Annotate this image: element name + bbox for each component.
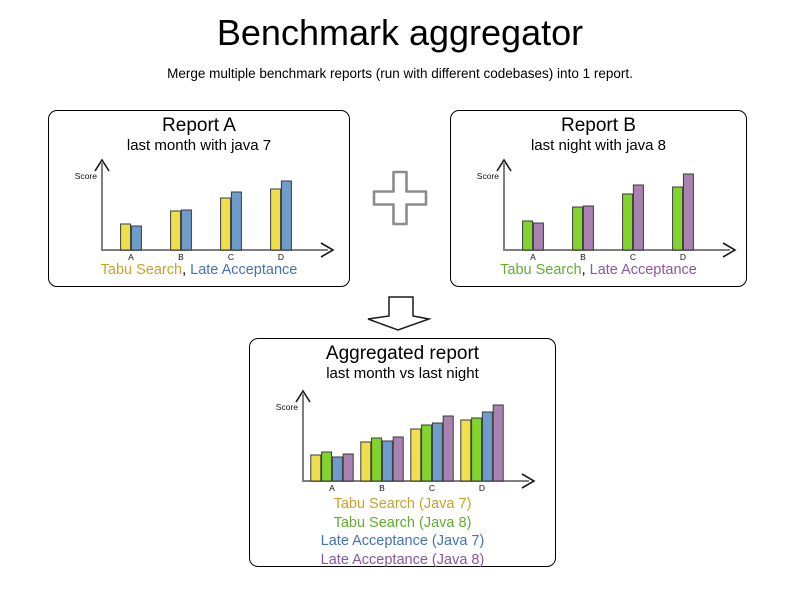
bar-D-series2: [471, 417, 483, 482]
bar-B-series2: [371, 437, 383, 482]
bar-D-series4: [492, 404, 504, 482]
bar-A-series1: [310, 454, 322, 482]
report-a-legend: Tabu Search, Late Acceptance: [49, 262, 349, 278]
report-a-subtitle: last month with java 7: [126, 137, 272, 154]
category-label: D: [680, 252, 686, 262]
legend-entry: Tabu Search: [100, 262, 183, 278]
report-a-chart: Score A B C D: [75, 158, 335, 262]
bar-C-series2: [632, 184, 644, 251]
legend-entry: Late Acceptance (Java 8): [320, 551, 485, 568]
report-a-panel: Report A last month with java 7 Score A B C…: [48, 110, 350, 287]
aggregated-title: Aggregated report: [325, 343, 480, 364]
bar-D-series2: [280, 180, 292, 251]
legend-separator: ,: [581, 262, 590, 278]
bar-A-series1: [522, 220, 534, 251]
bar-D-series1: [460, 419, 472, 482]
report-b-title: Report B: [561, 115, 636, 136]
category-label: B: [580, 252, 586, 262]
aggregated-chart: Score A B C D: [276, 389, 536, 493]
category-label: D: [479, 483, 485, 493]
category-label: A: [530, 252, 536, 262]
aggregated-legend: Tabu Search (Java 7) Tabu Search (Java 8)…: [250, 495, 555, 569]
y-axis-label: Score: [75, 171, 97, 181]
aggregated-subtitle: last month vs last night: [326, 365, 479, 382]
legend-entry: Tabu Search (Java 8): [333, 514, 472, 531]
legend-entry: Tabu Search (Java 7): [333, 496, 472, 512]
bar-C-series2: [230, 191, 242, 251]
bar-B-series1: [360, 441, 372, 482]
bar-C-series3: [431, 422, 443, 482]
bar-C-series1: [622, 193, 634, 251]
x-axis-arrowhead: [320, 242, 335, 258]
bar-B-series2: [180, 209, 192, 251]
bar-A-series3: [331, 456, 343, 482]
category-label: D: [278, 252, 284, 262]
category-label: C: [429, 483, 435, 493]
bar-B-series3: [381, 440, 393, 482]
category-label: B: [178, 252, 184, 262]
report-b-subtitle: last night with java 8: [530, 137, 667, 154]
report-b-legend: Tabu Search, Late Acceptance: [451, 262, 746, 278]
report-b-chart: Score A B C D: [477, 158, 737, 262]
y-axis-label: Score: [477, 171, 499, 181]
category-label: C: [630, 252, 636, 262]
legend-entry: Late Acceptance: [190, 262, 298, 278]
bar-C-series1: [410, 428, 422, 482]
y-axis-label: Score: [276, 402, 298, 412]
bar-C-series1: [220, 197, 232, 251]
legend-entry: Tabu Search: [500, 262, 582, 278]
legend-entry: Late Acceptance (Java 7): [320, 533, 485, 549]
category-label: B: [379, 483, 385, 493]
plus-icon: [372, 170, 428, 226]
bar-C-series4: [442, 415, 454, 482]
report-a-title: Report A: [162, 115, 236, 136]
bar-D-series3: [481, 411, 493, 482]
category-label: A: [128, 252, 134, 262]
legend-separator: ,: [182, 262, 191, 278]
page-title: Benchmark aggregator: [216, 12, 584, 53]
aggregated-report-panel: Aggregated report last month vs last nig…: [249, 338, 556, 569]
page-subtitle: Merge multiple benchmark reports (run wi…: [167, 66, 633, 81]
bar-D-series2: [682, 173, 694, 251]
bar-B-series1: [572, 206, 584, 251]
legend-entry: Late Acceptance: [589, 262, 697, 278]
y-axis-arrowhead: [295, 389, 311, 403]
y-axis-arrowhead: [496, 158, 512, 172]
y-axis-arrowhead: [94, 158, 110, 172]
bar-B-series1: [170, 210, 182, 251]
bar-C-series2: [421, 424, 433, 482]
bar-B-series2: [582, 205, 594, 251]
x-axis-arrowhead: [722, 242, 737, 258]
x-axis-arrowhead: [521, 473, 536, 489]
report-b-panel: Report B last night with java 8 Score A B C…: [450, 110, 747, 287]
bar-D-series1: [270, 188, 282, 251]
bar-A-series2: [130, 225, 142, 251]
bar-D-series1: [672, 186, 684, 251]
bar-A-series2: [321, 451, 333, 482]
bar-B-series4: [392, 436, 404, 482]
category-label: A: [329, 483, 335, 493]
category-label: C: [228, 252, 234, 262]
down-arrow-icon: [367, 296, 432, 331]
bar-A-series4: [342, 453, 354, 482]
bar-A-series1: [120, 223, 132, 251]
bar-A-series2: [532, 222, 544, 251]
